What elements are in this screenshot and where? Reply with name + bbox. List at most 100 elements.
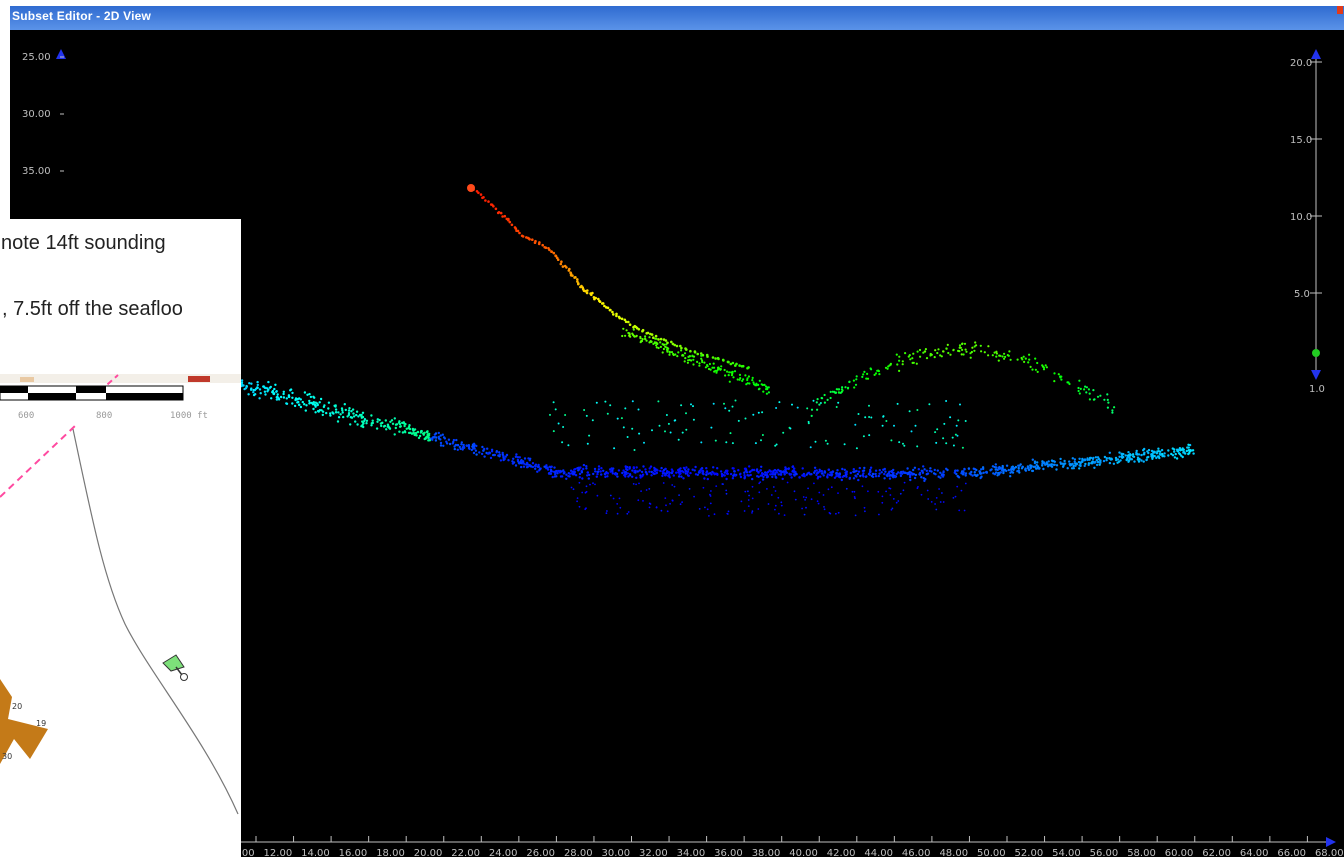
sounding-point — [958, 344, 962, 347]
point-cloud-plot[interactable]: 25.00 30.00 35.00 20.0 15.0 10.0 5.0 1.0… — [10, 30, 1344, 857]
sounding-point — [810, 498, 813, 501]
sounding-point — [784, 468, 787, 471]
sounding-point — [955, 424, 958, 427]
sounding-point — [777, 473, 780, 476]
close-icon[interactable] — [1337, 6, 1343, 14]
sounding-point — [657, 346, 660, 350]
sounding-point — [789, 427, 792, 430]
sounding-point — [354, 420, 357, 423]
sounding-point — [599, 470, 602, 473]
sounding-point — [754, 384, 757, 387]
sounding-point — [956, 434, 959, 437]
sounding-point — [716, 368, 720, 371]
sounding-point — [655, 506, 658, 509]
sounding-point — [1059, 462, 1063, 465]
sounding-point — [547, 472, 551, 475]
sounding-point — [486, 447, 489, 450]
sounding-point — [1087, 462, 1091, 465]
sounding-point — [781, 477, 784, 481]
sounding-point — [767, 391, 771, 394]
sounding-point — [757, 508, 760, 510]
sounding-point — [816, 500, 819, 503]
sounding-point — [1031, 458, 1034, 461]
sounding-point — [293, 404, 297, 408]
sounding-point — [1135, 449, 1138, 453]
sounding-point — [908, 354, 911, 357]
sounding-point — [1146, 450, 1149, 453]
sounding-point — [678, 473, 681, 476]
sounding-point — [592, 482, 594, 485]
sounding-point — [1137, 453, 1141, 456]
sounding-point — [953, 471, 956, 474]
sounding-point — [667, 422, 670, 425]
sounding-point — [516, 456, 520, 459]
sounding-point — [291, 402, 294, 405]
sounding-point — [724, 407, 727, 410]
sounding-point — [810, 408, 814, 411]
sounding-point — [543, 465, 546, 468]
sounding-point — [895, 472, 898, 476]
sounding-point — [316, 402, 319, 405]
sounding-point — [634, 471, 637, 474]
sounding-point — [960, 353, 963, 356]
sounding-point — [727, 360, 730, 364]
sounding-point — [380, 424, 383, 428]
bottom-axis-label: 30.00 — [602, 848, 631, 857]
sounding-point — [1009, 358, 1012, 361]
sounding-point — [720, 365, 723, 368]
sounding-point — [734, 399, 737, 402]
sounding-point — [1159, 453, 1162, 456]
sounding-point — [1034, 357, 1037, 360]
sounding-point — [723, 368, 726, 372]
sounding-point — [862, 435, 865, 438]
sounding-point — [1008, 350, 1011, 353]
bottom-axis-arrow-icon[interactable] — [1326, 837, 1336, 847]
scale-marker-icon[interactable] — [1312, 349, 1320, 357]
sounding-point — [1035, 463, 1038, 467]
sounding-point — [652, 472, 656, 476]
sounding-point — [1050, 463, 1054, 466]
sounding-point — [554, 408, 557, 411]
sounding-point — [725, 477, 728, 481]
sounding-point — [262, 385, 265, 388]
sounding-point — [248, 382, 251, 385]
sounding-point — [602, 469, 605, 472]
sounding-point — [824, 439, 827, 442]
sounding-point — [934, 503, 936, 505]
sounding-point — [660, 509, 663, 512]
sounding-point — [861, 474, 864, 477]
sounding-point — [751, 512, 753, 514]
scale-min-arrow-icon[interactable] — [1311, 370, 1321, 380]
sounding-point — [554, 472, 557, 476]
sounding-point — [1037, 467, 1041, 470]
sounding-point — [329, 414, 332, 417]
sounding-point — [855, 378, 858, 381]
sounding-point — [910, 471, 913, 474]
sounding-point — [1061, 465, 1065, 468]
sounding-point — [945, 467, 948, 470]
sounding-point — [586, 289, 589, 292]
sounding-point — [834, 391, 838, 394]
sounding-point — [640, 339, 644, 343]
sounding-point — [725, 441, 728, 444]
sounding-point — [714, 357, 717, 360]
sounding-point — [346, 415, 349, 418]
sounding-point — [692, 363, 695, 366]
sounding-point — [585, 414, 588, 417]
scale-max-arrow-icon[interactable] — [1311, 49, 1321, 59]
sounding-point — [1092, 389, 1095, 392]
sounding-point — [565, 266, 568, 269]
sounding-point — [606, 306, 610, 310]
sounding-point — [662, 468, 666, 472]
sounding-point — [498, 451, 501, 454]
sounding-point — [1086, 457, 1089, 460]
sounding-point — [762, 390, 765, 393]
sounding-point — [898, 359, 901, 362]
sounding-point — [755, 468, 759, 471]
sounding-point — [916, 445, 919, 448]
sounding-point — [490, 450, 494, 453]
bottom-axis-label: 14.00 — [301, 848, 330, 857]
sounding-point — [818, 491, 821, 494]
sounding-point — [291, 391, 294, 395]
sounding-point — [970, 350, 974, 354]
